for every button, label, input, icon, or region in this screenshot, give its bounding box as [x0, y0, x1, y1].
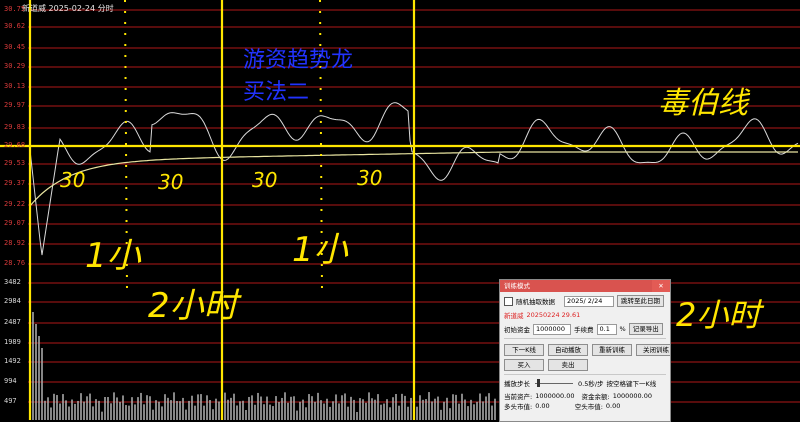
- annotation-30min-2: 30: [158, 170, 184, 194]
- jump-to-date-button[interactable]: 跳转至此日期: [617, 295, 664, 307]
- sell-button[interactable]: 卖出: [548, 359, 588, 371]
- annotation-30min-1: 30: [60, 168, 86, 192]
- price-tick-label: 30.45: [4, 43, 26, 51]
- capital-label: 初始资金: [504, 326, 530, 334]
- price-tick-label: 30.29: [4, 62, 26, 70]
- annotation-title-line1: 游资趋势龙: [243, 48, 354, 73]
- volume-tick-label: 497: [4, 397, 17, 405]
- volume-tick-label: 2984: [4, 297, 21, 305]
- shortcut-hint: 按空格键下一K线: [606, 380, 657, 388]
- annotation-1hour-2: 1小: [292, 230, 348, 270]
- cash-label: 资金余额:: [581, 393, 610, 401]
- short-value: 0.00: [605, 402, 621, 410]
- price-tick-label: 28.76: [4, 259, 26, 267]
- volume-tick-label: 1989: [4, 338, 21, 346]
- volume-tick-label: 1492: [4, 357, 21, 365]
- slider-knob[interactable]: [537, 378, 540, 387]
- price-tick-label: 29.83: [4, 123, 26, 131]
- price-tick-label: 28.92: [4, 239, 26, 247]
- stock-name: 新道威: [504, 312, 524, 320]
- speed-value: 0.5秒/步: [578, 380, 604, 388]
- date-picker[interactable]: 2025/ 2/24: [564, 295, 614, 307]
- restart-training-button[interactable]: 重新训练: [592, 344, 632, 356]
- volume-tick-label: 3482: [4, 278, 21, 286]
- speed-slider[interactable]: [535, 378, 573, 387]
- cash-value: 1000000.00: [612, 392, 652, 400]
- fee-input[interactable]: 0.1: [596, 323, 617, 335]
- auto-play-button[interactable]: 自动播放: [548, 344, 588, 356]
- fee-label: 手续费: [574, 326, 594, 334]
- price-tick-label: 29.53: [4, 159, 26, 167]
- total-asset-label: 当前资产:: [504, 393, 533, 401]
- volume-tick-label: 994: [4, 377, 17, 385]
- price-tick-label: 29.07: [4, 219, 26, 227]
- close-icon[interactable]: ✕: [652, 280, 670, 292]
- date-value: 2025/ 2/24: [567, 296, 603, 305]
- annotation-title-line2: 买法二: [243, 80, 310, 105]
- annotation-30min-4: 30: [357, 166, 383, 190]
- speed-label: 播放步长: [504, 380, 530, 388]
- price-tick-label: 30.75: [4, 5, 26, 13]
- annotation-30min-3: 30: [252, 168, 278, 192]
- capital-input[interactable]: 1000000: [533, 323, 571, 335]
- next-k-button[interactable]: 下一K线: [504, 344, 544, 356]
- close-training-button[interactable]: 关闭训练: [636, 344, 670, 356]
- stock-date-price: 20250224 29.61: [526, 311, 581, 319]
- price-tick-label: 30.13: [4, 82, 26, 90]
- annotation-zero-line: 毒伯线: [658, 86, 748, 121]
- annotation-2hours-left: 2小时: [148, 286, 238, 326]
- annotation-2hours-right: 2小时: [676, 296, 761, 334]
- annotation-1hour-1: 1小: [85, 236, 141, 276]
- dialog-titlebar[interactable]: 训练模式 ✕: [500, 280, 670, 292]
- chart-title: 新道威 2025-02-24 分时: [22, 4, 114, 13]
- total-asset-value: 1000000.00: [535, 392, 575, 400]
- volume-tick-label: 2487: [4, 318, 21, 326]
- training-mode-dialog: 训练模式 ✕ 随机抽取数据 2025/ 2/24 跳转至此日期 新道威 2025…: [499, 279, 671, 422]
- short-value-label: 空头市值:: [574, 403, 603, 411]
- export-records-button[interactable]: 记录导出: [628, 323, 663, 335]
- price-tick-label: 29.97: [4, 101, 26, 109]
- price-tick-label: 30.62: [4, 22, 26, 30]
- long-value-label: 多头市值:: [504, 403, 533, 411]
- fee-unit: %: [619, 325, 626, 333]
- dialog-title: 训练模式: [504, 282, 530, 290]
- long-value: 0.00: [535, 402, 550, 410]
- buy-button[interactable]: 买入: [504, 359, 544, 371]
- price-tick-label: 29.68: [4, 141, 26, 149]
- divider: [504, 374, 666, 375]
- price-tick-label: 29.22: [4, 200, 26, 208]
- random-data-checkbox[interactable]: [504, 296, 513, 306]
- divider: [504, 338, 666, 339]
- price-tick-label: 29.37: [4, 179, 26, 187]
- random-data-label: 随机抽取数据: [516, 298, 555, 306]
